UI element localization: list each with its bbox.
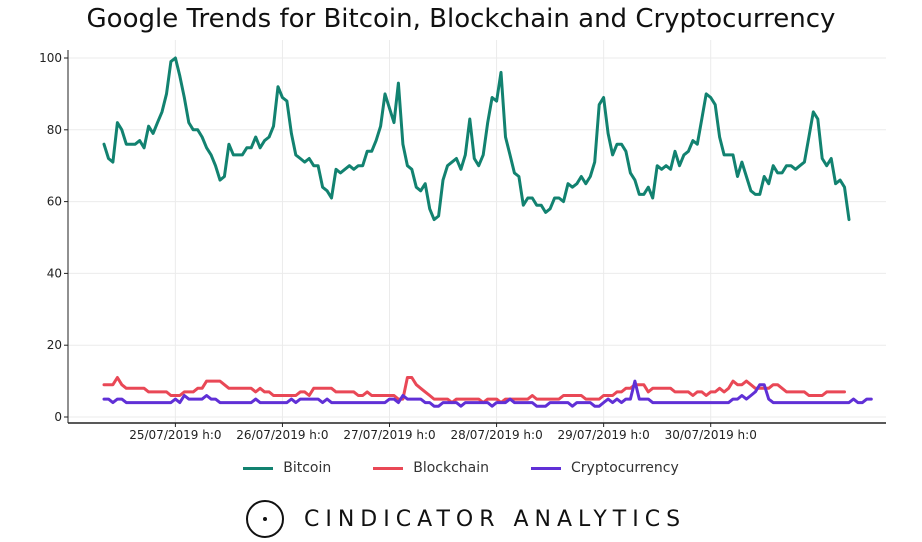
series-line-blockchain [102,376,846,405]
y-tick-label: 100 [39,51,62,65]
legend-swatch-blockchain [373,466,404,470]
y-tick-label: 80 [47,123,62,137]
axes [64,50,886,427]
chart-title: Google Trends for Bitcoin, Blockchain an… [86,4,836,34]
grid-lines [68,40,886,423]
series-lines [102,56,873,408]
legend-swatch-bitcoin [243,466,274,470]
x-tick-label: 26/07/2019 h:0 [236,428,328,440]
y-tick-label: 20 [47,338,62,352]
legend-label-blockchain: Blockchain [413,460,490,476]
series-line-cryptocurrency [102,379,873,408]
x-tick-label: 30/07/2019 h:0 [665,428,757,440]
y-tick-label: 40 [47,266,62,280]
brand-footer: CINDICATOR ANALYTICS [246,500,686,538]
legend: Bitcoin Blockchain Cryptocurrency [0,460,922,476]
x-tick-label: 25/07/2019 h:0 [129,428,221,440]
x-tick-label: 27/07/2019 h:0 [343,428,435,440]
x-tick-label: 28/07/2019 h:0 [450,428,542,440]
legend-item-blockchain: Blockchain [373,460,489,476]
series-line-bitcoin [102,56,851,222]
y-tick-label: 60 [47,195,62,209]
brand-name: CINDICATOR ANALYTICS [304,506,687,532]
legend-item-cryptocurrency: Cryptocurrency [531,460,679,476]
x-tick-label: 29/07/2019 h:0 [558,428,650,440]
legend-label-cryptocurrency: Cryptocurrency [571,460,679,476]
tick-labels: 0 20 40 60 80 100 25/07/2019 h:0 26/07/2019 h:0… [39,51,757,440]
legend-label-bitcoin: Bitcoin [283,460,332,476]
y-tick-label: 0 [54,410,62,424]
legend-item-bitcoin: Bitcoin [243,460,331,476]
brand-logo-icon [246,500,284,538]
legend-swatch-cryptocurrency [531,466,562,470]
line-chart: 0 20 40 60 80 100 25/07/2019 h:0 26/07/2019 h:0… [39,40,886,440]
